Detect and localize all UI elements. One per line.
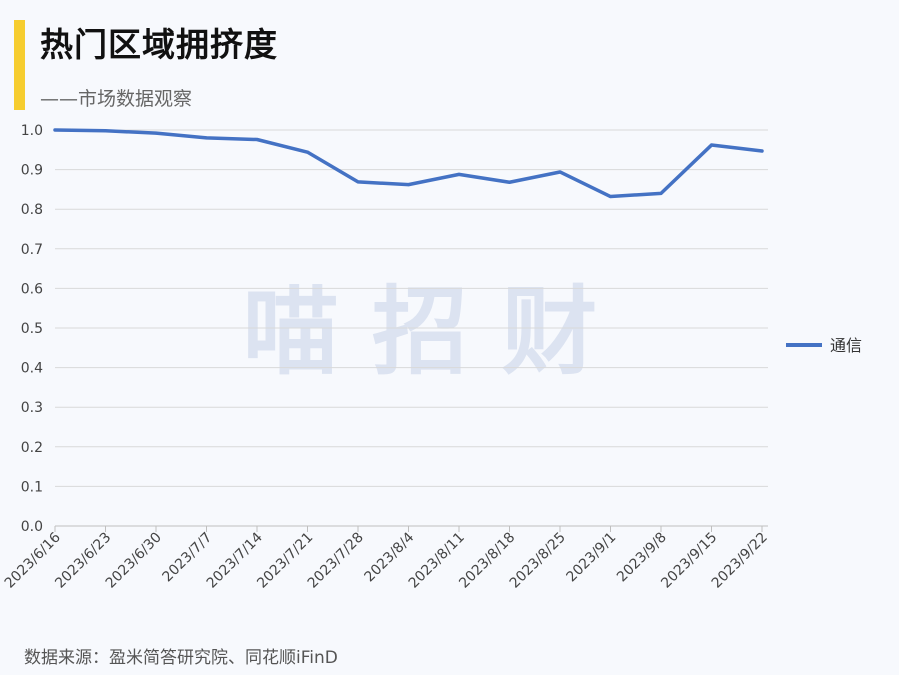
x-axis: 2023/6/162023/6/232023/6/302023/7/72023/… (2, 526, 771, 592)
y-tick-label: 0.3 (21, 400, 43, 416)
y-tick-label: 0.7 (21, 242, 43, 258)
data-point (356, 180, 360, 184)
y-tick-label: 0.8 (21, 202, 43, 218)
data-point (306, 150, 309, 154)
series-line-0 (53, 128, 764, 199)
data-point (710, 143, 713, 147)
data-point (53, 128, 57, 132)
data-point (205, 136, 208, 140)
y-tick-label: 1.0 (21, 123, 43, 139)
legend: 通信 (786, 336, 862, 355)
data-point (659, 191, 663, 195)
legend-label: 通信 (830, 336, 862, 355)
data-point (407, 183, 410, 187)
data-point (255, 138, 259, 142)
line-chart: 喵 招 财 0.00.10.20.30.40.50.60.70.80.91.0 … (2, 123, 862, 592)
data-point (104, 129, 107, 133)
data-point (457, 172, 461, 176)
watermark: 喵 招 财 (243, 276, 598, 388)
y-tick-label: 0.1 (21, 479, 43, 495)
x-tick-label: 2023/9/1 (564, 530, 620, 586)
series-layer (53, 128, 764, 199)
chart-subtitle: ——市场数据观察 (40, 88, 193, 110)
data-point (558, 170, 562, 174)
y-tick-label: 0.6 (21, 281, 43, 297)
data-point (609, 195, 612, 199)
data-point (760, 149, 764, 153)
y-tick-label: 0.4 (21, 361, 43, 377)
gridlines (55, 129, 768, 527)
data-point (154, 131, 158, 135)
y-tick-label: 0.2 (21, 440, 43, 456)
y-tick-label: 0.5 (21, 321, 43, 337)
y-axis: 0.0 0.1 0.2 0.3 0.4 0.5 0.6 0.7 0.8 0.9 1.0 (21, 123, 43, 535)
data-point (508, 180, 511, 184)
chart-title: 热门区域拥挤度 (40, 25, 278, 64)
source-note: 数据来源：盈米简答研究院、同花顺iFinD (24, 648, 338, 668)
title-accent-bar (14, 20, 25, 110)
y-tick-label: 0.9 (21, 163, 43, 179)
y-tick-label: 0.0 (21, 519, 43, 535)
